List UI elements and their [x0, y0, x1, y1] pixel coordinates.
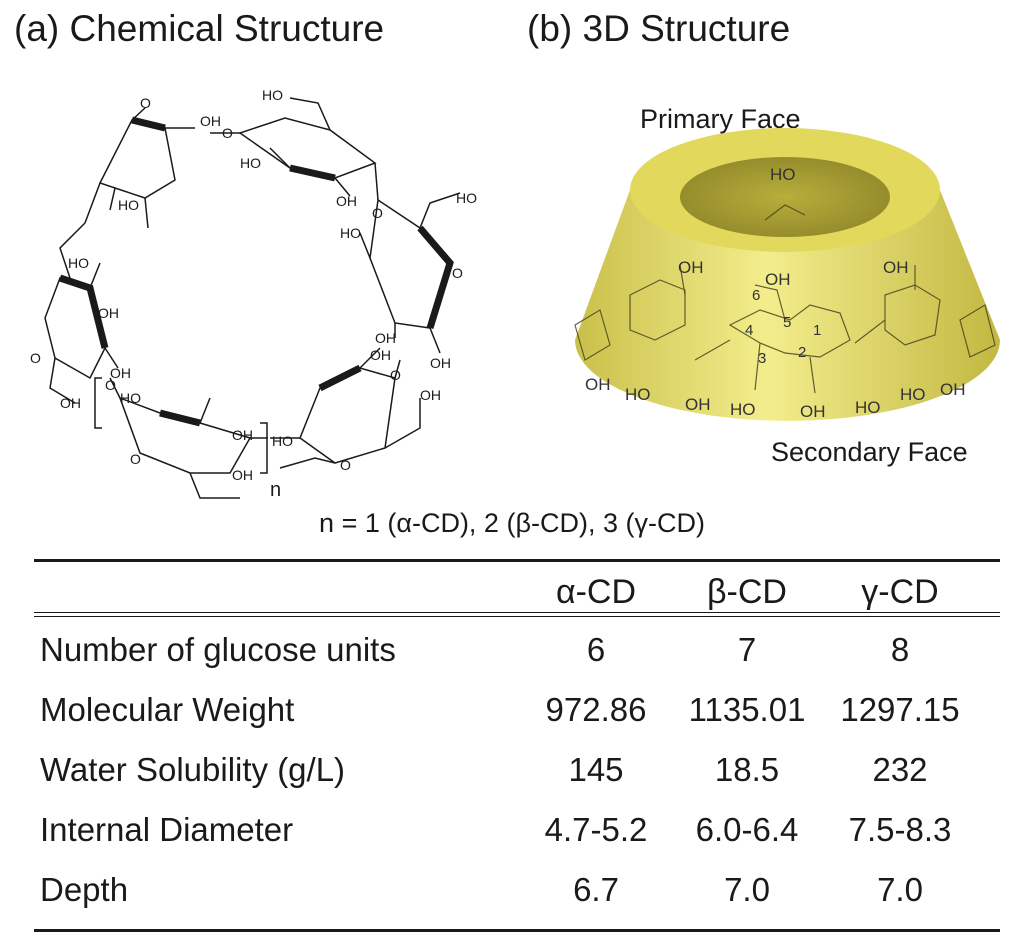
carbon-number: 4	[745, 322, 753, 339]
secondary-face-label: Secondary Face	[771, 437, 968, 467]
oh-label: OH	[60, 395, 81, 411]
repeat-unit-note: n = 1 (α-CD), 2 (β-CD), 3 (γ-CD)	[319, 508, 705, 538]
cell-value: 232	[872, 751, 928, 788]
cone-hydroxyl-labels: OH OH OH HO OH OH OH OH HO HO HO HO	[585, 165, 966, 421]
ho-label: HO	[340, 225, 361, 241]
ring-oxygen-label: O	[340, 457, 351, 473]
header-gamma-cd: γ-CD	[861, 573, 939, 611]
oh-label: OH	[430, 355, 451, 371]
ho-label: HO	[900, 385, 926, 404]
header-beta-cd: β-CD	[707, 573, 787, 611]
oh-label: OH	[336, 193, 357, 209]
repeat-subscript: n	[270, 479, 281, 501]
ho-label: HO	[118, 197, 139, 213]
row-label: Number of glucose units	[40, 631, 396, 668]
wedge-bonds	[58, 116, 454, 427]
carbon-number: 1	[813, 322, 821, 339]
properties-table: α-CD β-CD γ-CD Number of glucose units 6…	[34, 559, 1000, 932]
cell-value: 6	[586, 631, 606, 668]
ho-label: HO	[240, 155, 261, 171]
ho-label: HO	[120, 390, 141, 406]
ho-label: HO	[730, 400, 756, 419]
chemical-structure-diagram: O OH HO HO O HO OH HO O HO HO OH OH O O …	[30, 87, 477, 501]
ho-label: HO	[625, 385, 651, 404]
table-top-rule	[34, 559, 1000, 562]
ring-oxygen-label: O	[140, 95, 151, 111]
table-row: Molecular Weight 972.86 1135.01 1297.15	[34, 681, 1000, 741]
oh-label: OH	[98, 305, 119, 321]
header-alpha-cd: α-CD	[555, 573, 637, 611]
carbon-number: 6	[752, 287, 760, 304]
ring-bonds	[44, 97, 461, 499]
cell-value: 972.86	[545, 691, 647, 728]
cell-value: 6.0-6.4	[695, 811, 799, 848]
oh-label: OH	[685, 395, 711, 414]
oh-label: OH	[420, 387, 441, 403]
ho-label: HO	[456, 190, 477, 206]
row-label: Depth	[40, 871, 129, 908]
ring-oxygen-label: O	[452, 265, 463, 281]
atom-labels: O OH HO HO O HO OH HO O HO HO OH OH O O …	[30, 87, 477, 501]
ring-oxygen-label: O	[390, 367, 401, 383]
oh-label: OH	[765, 270, 791, 289]
cell-value: 1135.01	[688, 691, 806, 728]
ring-oxygen-label: O	[130, 451, 141, 467]
table-row: Water Solubility (g/L) 145 18.5 232	[34, 741, 1000, 801]
ring-oxygen-label: O	[222, 125, 233, 141]
row-label: Internal Diameter	[40, 811, 294, 848]
oh-label: OH	[200, 113, 221, 129]
glucose-unit-sketch	[574, 204, 996, 394]
carbon-number: 2	[798, 344, 806, 361]
oh-label: OH	[370, 347, 391, 363]
table-row: Internal Diameter 4.7-5.2 6.0-6.4 7.5-8.…	[34, 801, 1000, 861]
cell-value: 7	[737, 631, 757, 668]
cell-value: 4.7-5.2	[544, 811, 648, 848]
oh-label: OH	[375, 330, 396, 346]
ho-label: HO	[262, 87, 283, 103]
cell-value: 7.0	[877, 871, 923, 908]
row-label: Water Solubility (g/L)	[40, 751, 346, 788]
carbon-number: 3	[758, 350, 766, 367]
ring-oxygen-label: O	[372, 205, 383, 221]
oh-label: OH	[585, 375, 611, 394]
ho-label: HO	[770, 165, 796, 184]
oh-label: OH	[800, 402, 826, 421]
cell-value: 6.7	[573, 871, 619, 908]
cell-value: 8	[890, 631, 910, 668]
ring-oxygen-label: O	[30, 350, 41, 366]
cone-body	[575, 190, 1000, 421]
panel-b-title: (b) 3D Structure	[527, 8, 791, 49]
cone-cavity	[680, 157, 890, 237]
oh-label: OH	[110, 365, 131, 381]
table-bottom-rule	[34, 929, 1000, 932]
cell-value: 7.5-8.3	[848, 811, 952, 848]
table-row: Number of glucose units 6 7 8	[34, 621, 1000, 681]
cell-value: 18.5	[714, 751, 780, 788]
panel-a-title: (a) Chemical Structure	[14, 8, 385, 49]
cell-value: 1297.15	[840, 691, 960, 728]
oh-label: OH	[232, 467, 253, 483]
ho-label: HO	[272, 433, 293, 449]
cell-value: 145	[568, 751, 624, 788]
row-label: Molecular Weight	[40, 691, 295, 728]
table-header-rule	[34, 612, 1000, 617]
ring-oxygen-label: O	[105, 377, 116, 393]
cell-value: 7.0	[724, 871, 770, 908]
oh-label: OH	[940, 380, 966, 399]
ho-label: HO	[855, 398, 881, 417]
oh-label: OH	[232, 427, 253, 443]
oh-label: OH	[883, 258, 909, 277]
carbon-numbers: 1 2 3 4 5 6	[745, 287, 821, 367]
oh-label: OH	[678, 258, 704, 277]
carbon-number: 5	[783, 314, 791, 331]
table-row: Depth 6.7 7.0 7.0	[34, 861, 1000, 921]
cyclodextrin-3d-cone: 1 2 3 4 5 6 OH OH OH HO OH OH OH OH HO H…	[574, 128, 1000, 421]
ho-label: HO	[68, 255, 89, 271]
